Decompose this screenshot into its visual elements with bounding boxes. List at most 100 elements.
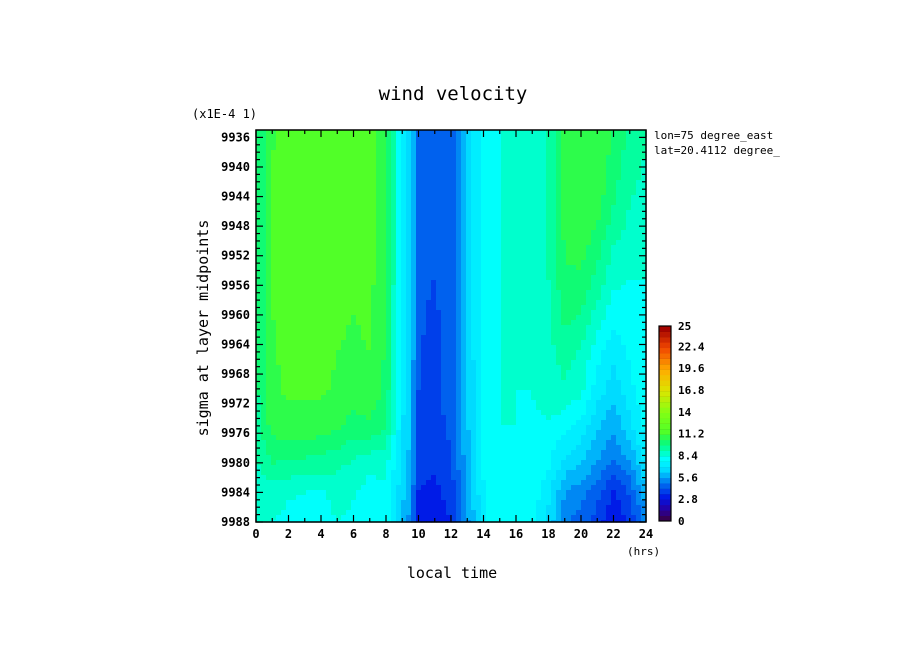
contour-cell [481, 260, 487, 266]
contour-cell [621, 235, 627, 241]
contour-cell [521, 400, 527, 406]
contour-cell [516, 285, 522, 291]
contour-cell [501, 245, 507, 251]
contour-cell [531, 180, 537, 186]
contour-cell [361, 395, 367, 401]
contour-cell [316, 425, 322, 431]
contour-cell [636, 440, 642, 446]
contour-cell [431, 160, 437, 166]
contour-cell [266, 180, 272, 186]
contour-cell [376, 340, 382, 346]
contour-cell [506, 380, 512, 386]
contour-cell [386, 255, 392, 261]
contour-cell [316, 250, 322, 256]
contour-cell [411, 380, 417, 386]
contour-cell [396, 425, 402, 431]
contour-cell [481, 440, 487, 446]
contour-cell [406, 185, 412, 191]
contour-cell [501, 320, 507, 326]
contour-cell [526, 280, 532, 286]
contour-cell [511, 140, 517, 146]
contour-cell [281, 405, 287, 411]
contour-cell [526, 395, 532, 401]
contour-cell [321, 335, 327, 341]
contour-cell [486, 255, 492, 261]
contour-cell [556, 350, 562, 356]
contour-cell [316, 335, 322, 341]
contour-cell [276, 345, 282, 351]
contour-cell [351, 380, 357, 386]
contour-cell [411, 410, 417, 416]
contour-cell [291, 175, 297, 181]
contour-cell [261, 340, 267, 346]
contour-cell [446, 430, 452, 436]
contour-cell [491, 445, 497, 451]
contour-cell [346, 445, 352, 451]
contour-cell [376, 330, 382, 336]
contour-cell [566, 405, 572, 411]
contour-cell [366, 165, 372, 171]
contour-cell [436, 445, 442, 451]
contour-cell [471, 395, 477, 401]
contour-cell [591, 335, 597, 341]
contour-cell [421, 440, 427, 446]
contour-cell [546, 225, 552, 231]
contour-cell [501, 195, 507, 201]
contour-cell [461, 205, 467, 211]
contour-cell [626, 220, 632, 226]
contour-cell [406, 230, 412, 236]
contour-cell [521, 185, 527, 191]
contour-cell [391, 275, 397, 281]
contour-cell [436, 425, 442, 431]
contour-cell [276, 145, 282, 151]
contour-cell [366, 260, 372, 266]
contour-cell [311, 265, 317, 271]
contour-cell [536, 290, 542, 296]
contour-cell [271, 430, 277, 436]
contour-cell [471, 170, 477, 176]
contour-cell [326, 190, 332, 196]
contour-cell [336, 180, 342, 186]
contour-cell [271, 205, 277, 211]
contour-cell [606, 210, 612, 216]
contour-cell [301, 305, 307, 311]
contour-cell [261, 240, 267, 246]
contour-cell [401, 140, 407, 146]
contour-cell [491, 350, 497, 356]
contour-cell [476, 435, 482, 441]
contour-cell [326, 265, 332, 271]
contour-cell [541, 200, 547, 206]
contour-cell [451, 385, 457, 391]
contour-cell [261, 450, 267, 456]
contour-cell [471, 285, 477, 291]
contour-cell [581, 405, 587, 411]
contour-cell [256, 160, 262, 166]
contour-cell [286, 190, 292, 196]
contour-cell [291, 365, 297, 371]
contour-cell [606, 185, 612, 191]
contour-cell [301, 405, 307, 411]
contour-cell [256, 310, 262, 316]
contour-cell [596, 210, 602, 216]
contour-cell [331, 370, 337, 376]
contour-cell [356, 250, 362, 256]
contour-cell [356, 225, 362, 231]
contour-cell [616, 180, 622, 186]
contour-cell [481, 380, 487, 386]
contour-cell [491, 170, 497, 176]
contour-cell [266, 360, 272, 366]
contour-cell [511, 425, 517, 431]
contour-cell [581, 270, 587, 276]
contour-cell [446, 290, 452, 296]
contour-cell [436, 210, 442, 216]
contour-cell [351, 305, 357, 311]
contour-cell [631, 160, 637, 166]
contour-cell [316, 255, 322, 261]
contour-cell [571, 290, 577, 296]
contour-cell [606, 340, 612, 346]
contour-cell [556, 215, 562, 221]
contour-cell [446, 315, 452, 321]
contour-cell [371, 325, 377, 331]
contour-cell [621, 145, 627, 151]
contour-cell [326, 335, 332, 341]
